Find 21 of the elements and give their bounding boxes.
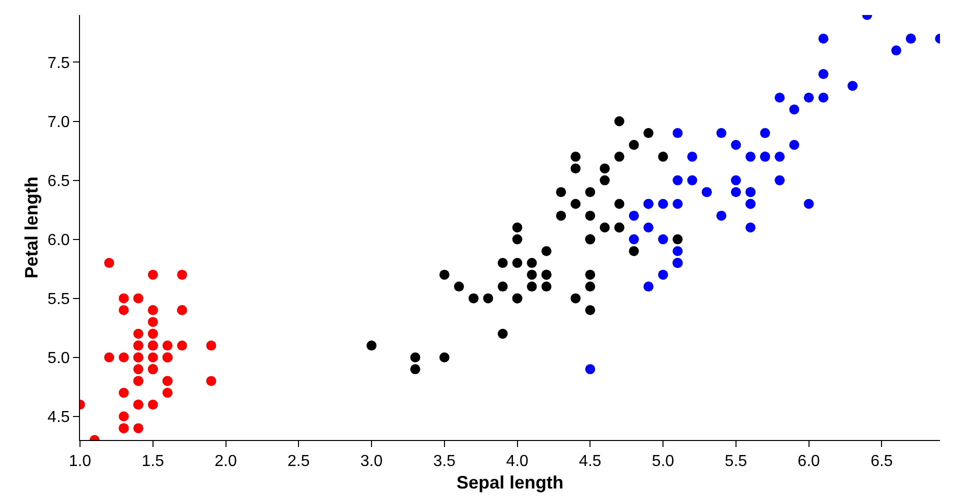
- y-tick-label: 7.5: [48, 54, 70, 72]
- x-tick-label: 6.5: [870, 453, 893, 470]
- x-tick-label: 3.0: [360, 453, 383, 470]
- x-tick-label: 4.5: [579, 453, 602, 470]
- y-tick-label: 5.5: [48, 290, 70, 308]
- x-tick-label: 5.5: [724, 453, 748, 470]
- x-tick-label: 1.5: [142, 453, 164, 470]
- x-tick-label: 2.0: [214, 453, 237, 470]
- x-tick-label: 1.0: [68, 453, 92, 470]
- y-tick-label: 7.0: [48, 114, 70, 131]
- x-tick-label: 3.5: [433, 453, 456, 470]
- x-axis-title: Sepal length: [456, 472, 564, 492]
- x-tick-label: 5.0: [652, 453, 674, 470]
- y-tick-label: 4.5: [48, 408, 70, 426]
- x-tick-label: 6.0: [798, 453, 820, 470]
- x-tick-label: 4.0: [506, 453, 529, 470]
- y-tick-label: 5.0: [48, 350, 70, 367]
- x-tick-label: 2.5: [288, 453, 310, 470]
- y-tick-label: 6.5: [48, 172, 70, 190]
- y-axis-title: Petal length: [22, 176, 42, 279]
- y-tick-label: 6.0: [48, 232, 70, 249]
